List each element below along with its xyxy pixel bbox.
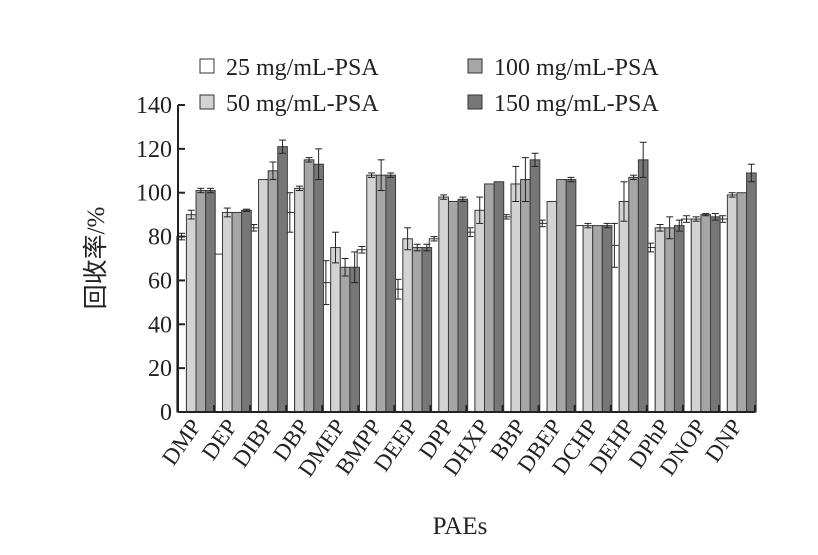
- bar: [303, 159, 315, 413]
- legend-label: 150 mg/mL-PSA: [494, 91, 659, 117]
- y-tick-label: 0: [160, 400, 172, 426]
- bar: [664, 227, 675, 413]
- legend-label: 100 mg/mL-PSA: [494, 55, 659, 81]
- y-tick-label: 120: [136, 137, 172, 163]
- legend-label: 25 mg/mL-PSA: [226, 55, 379, 81]
- bar: [520, 179, 531, 413]
- bar: [474, 209, 486, 413]
- y-tick-label: 20: [148, 356, 172, 382]
- legend: 25 mg/mL-PSA 50 mg/mL-PSA 100 mg/mL-PSA 150…: [199, 55, 659, 117]
- bar: [447, 200, 459, 413]
- y-tick-label: 80: [148, 225, 172, 251]
- bar: [746, 172, 757, 413]
- bar: [366, 174, 377, 413]
- bar: [277, 146, 288, 413]
- y-tick-label: 140: [136, 93, 172, 119]
- x-axis-title: PAEs: [433, 513, 488, 540]
- bar: [618, 200, 630, 413]
- legend-swatch: [199, 58, 215, 74]
- bar: [267, 170, 279, 413]
- legend-swatch: [467, 94, 483, 110]
- bar: [484, 183, 495, 413]
- bar: [195, 190, 207, 413]
- bar: [411, 247, 423, 413]
- legend-label: 50 mg/mL-PSA: [226, 91, 379, 117]
- bar: [690, 218, 702, 413]
- bar: [375, 174, 387, 413]
- bar: [592, 225, 603, 413]
- bar: [402, 238, 413, 413]
- bar: [582, 225, 594, 413]
- x-axis: DMPDEPDIBPDBPDMEPBMPPDEEPDPPDHXPBBPDBEPD…: [157, 405, 756, 481]
- bar: [556, 179, 567, 413]
- x-tick-label: DIBP: [228, 415, 279, 472]
- bar: [529, 159, 541, 413]
- bar: [330, 247, 341, 413]
- y-axis-title: 回收率/%: [82, 207, 110, 310]
- bar: [700, 214, 712, 413]
- bar: [565, 179, 577, 413]
- y-axis: 0 20 40 60 80 100 120 140: [136, 93, 185, 426]
- y-tick-label: 60: [148, 268, 172, 294]
- bar: [601, 225, 613, 413]
- bar: [221, 211, 233, 413]
- legend-swatch: [199, 94, 215, 110]
- bar: [339, 266, 351, 413]
- bar: [510, 183, 522, 413]
- bar: [185, 214, 197, 413]
- bar: [205, 190, 216, 413]
- legend-swatch: [467, 58, 483, 74]
- plot-area: [176, 139, 757, 413]
- bar: [628, 176, 639, 413]
- bar: [231, 211, 243, 413]
- bar: [637, 159, 649, 413]
- y-tick-label: 100: [136, 181, 172, 207]
- bar: [493, 181, 505, 413]
- bar: [349, 266, 360, 413]
- y-tick-label: 40: [148, 312, 172, 338]
- bar: [654, 227, 666, 413]
- bar: [438, 196, 449, 413]
- bar: [673, 225, 685, 413]
- bar: [385, 174, 397, 413]
- bar: [457, 198, 469, 413]
- x-tick-label: DNP: [700, 415, 747, 467]
- bar: [258, 179, 269, 413]
- bar: [710, 216, 721, 413]
- bar: [294, 187, 305, 413]
- bar: [736, 192, 748, 413]
- bar: [241, 209, 252, 413]
- bar: [546, 200, 558, 413]
- bar: [421, 247, 433, 413]
- bar: [313, 163, 324, 413]
- bar: [726, 194, 738, 413]
